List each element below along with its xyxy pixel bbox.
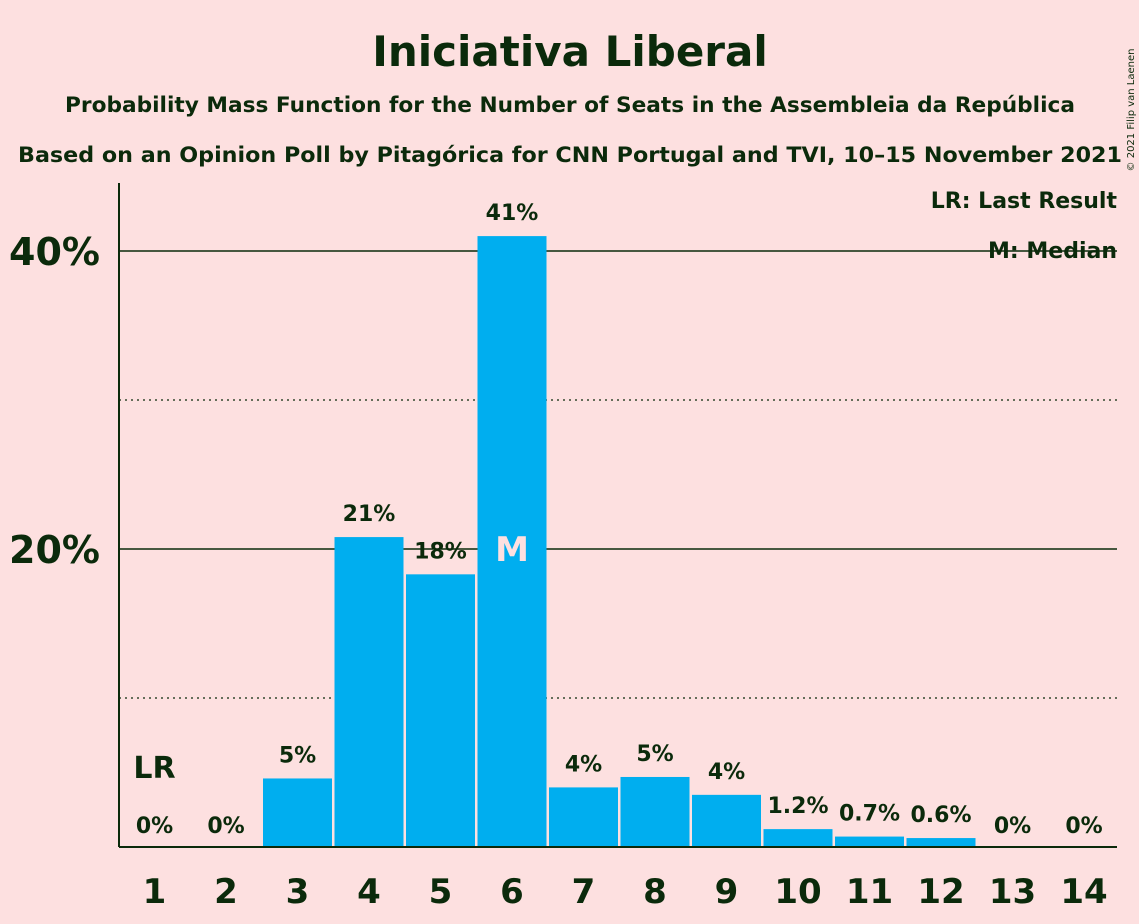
bar-value-label: 0% xyxy=(207,814,244,839)
bar xyxy=(549,787,618,847)
x-tick-label: 4 xyxy=(357,872,381,912)
axes: 20%40%1 2 3 4 5 6 7 8 9 10 11 12 13 14 xyxy=(9,183,1117,912)
x-tick-label: 10 xyxy=(774,872,821,912)
bar xyxy=(906,838,976,847)
x-tick-label: 5 xyxy=(429,872,453,912)
bar xyxy=(692,794,761,847)
bar-value-label: 0% xyxy=(1065,814,1102,839)
bar xyxy=(334,537,404,847)
bar-value-label: 1.2% xyxy=(767,794,828,819)
bar xyxy=(263,778,332,847)
bar-value-label: 5% xyxy=(279,743,316,768)
bar xyxy=(620,776,690,847)
y-tick-label: 40% xyxy=(9,230,100,274)
last-result-marker: LR xyxy=(133,751,175,786)
legend-last-result: LR: Last Result xyxy=(931,189,1118,214)
chart-subtitle-2: Based on an Opinion Poll by Pitagórica f… xyxy=(18,143,1122,167)
x-tick-label: 7 xyxy=(572,872,596,912)
bar-value-label: 5% xyxy=(636,742,673,767)
x-tick-label: 11 xyxy=(846,872,893,912)
x-tick-label: 8 xyxy=(643,872,667,912)
x-tick-label: 6 xyxy=(500,872,524,912)
copyright-text: © 2021 Filip van Laenen xyxy=(1126,49,1137,172)
bar xyxy=(406,574,475,847)
bar-value-label: 4% xyxy=(708,760,745,785)
chart-title: Iniciativa Liberal xyxy=(372,27,768,76)
bar xyxy=(477,236,547,848)
gridlines xyxy=(119,250,1117,699)
bar-value-label: 41% xyxy=(486,201,539,226)
legend-median: M: Median xyxy=(988,239,1117,264)
bar-value-label: 4% xyxy=(565,752,602,777)
bar-value-label: 0% xyxy=(136,814,173,839)
x-tick-label: 12 xyxy=(917,872,964,912)
median-marker: M xyxy=(495,530,529,570)
bar-value-label: 0.6% xyxy=(910,803,971,828)
bar-value-label: 18% xyxy=(414,539,467,564)
x-tick-label: 1 xyxy=(143,872,167,912)
bar xyxy=(763,829,833,847)
bar-value-label: 0.7% xyxy=(839,802,900,827)
bars: 0% 0% 5% 21% 18% 41% 4% 5% 4% 1.2% 0.7% 0.6% 0% 0% M LR xyxy=(133,201,1103,848)
x-tick-label: 13 xyxy=(989,872,1036,912)
bar-value-label: 0% xyxy=(994,814,1031,839)
x-tick-label: 3 xyxy=(286,872,310,912)
y-tick-label: 20% xyxy=(9,528,100,572)
chart-subtitle: Probability Mass Function for the Number… xyxy=(65,93,1075,117)
x-tick-label: 14 xyxy=(1060,872,1107,912)
x-tick-label: 9 xyxy=(715,872,739,912)
bar-value-label: 21% xyxy=(343,502,396,527)
x-tick-label: 2 xyxy=(214,872,238,912)
bar xyxy=(835,836,904,847)
